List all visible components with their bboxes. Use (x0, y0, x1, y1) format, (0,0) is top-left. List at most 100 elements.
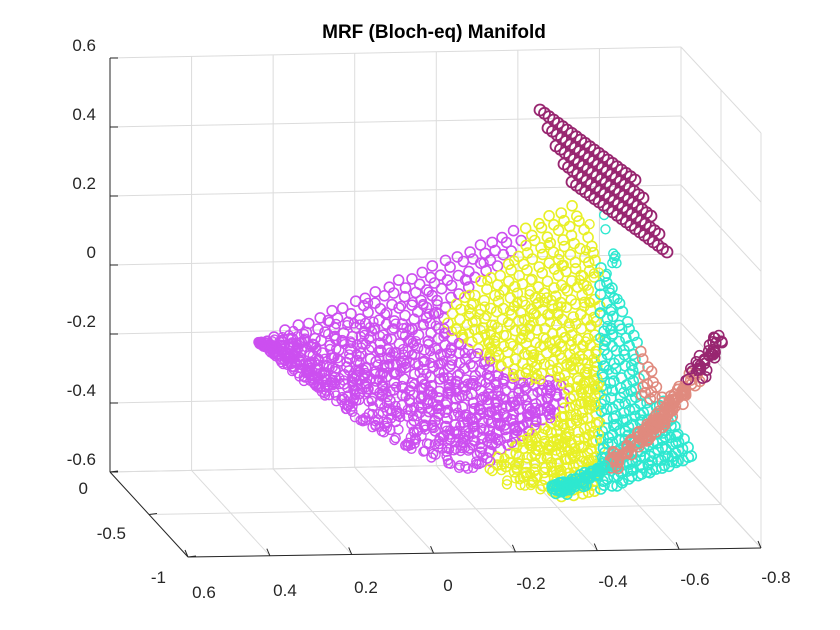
data-point (612, 398, 625, 411)
data-point (520, 367, 532, 379)
data-point (535, 484, 546, 495)
data-point (490, 438, 502, 449)
data-point (441, 450, 452, 462)
data-point (594, 483, 607, 495)
data-point (374, 387, 385, 398)
gridline-floor-y (148, 504, 722, 515)
data-point (478, 294, 491, 307)
x-tick-label: 0 (443, 576, 452, 595)
data-point (468, 462, 479, 473)
data-point (582, 367, 593, 378)
data-point (443, 383, 454, 394)
data-point (531, 369, 543, 380)
data-point (601, 268, 612, 279)
data-point (545, 403, 556, 415)
data-point (531, 416, 542, 428)
data-point (481, 310, 492, 321)
x-tick-mark (675, 542, 680, 550)
data-point (580, 245, 592, 256)
data-point (433, 442, 444, 453)
data-point (508, 421, 520, 432)
data-point (316, 368, 328, 380)
data-point (312, 323, 324, 335)
data-point (565, 361, 576, 372)
data-point (379, 308, 391, 320)
data-point (490, 352, 501, 363)
data-point (582, 363, 593, 375)
data-point (509, 400, 520, 412)
data-point (396, 300, 407, 312)
data-point (593, 416, 604, 428)
data-point (460, 461, 471, 472)
data-point (368, 316, 379, 327)
data-point (423, 339, 434, 350)
data-point (407, 297, 418, 308)
data-point (484, 254, 497, 267)
data-point (366, 326, 378, 337)
data-point (411, 305, 424, 318)
data-point (594, 308, 606, 319)
data-point (404, 397, 416, 408)
data-point (507, 224, 520, 237)
data-point (417, 298, 429, 310)
data-point (316, 386, 327, 397)
data-point (528, 234, 541, 247)
data-point (575, 474, 588, 487)
data-point (343, 400, 354, 411)
data-point (445, 279, 458, 292)
data-point (478, 450, 489, 461)
data-point (400, 358, 411, 370)
data-point (605, 287, 616, 298)
data-point (585, 400, 597, 411)
data-point (502, 316, 514, 328)
data-point (552, 365, 563, 377)
z-tick-label: 0.2 (72, 174, 96, 193)
data-point (542, 425, 553, 436)
data-point (588, 268, 600, 279)
x-tick-label: -0.2 (516, 574, 545, 593)
data-point (407, 337, 419, 349)
data-point (562, 384, 573, 395)
data-point (443, 444, 455, 455)
data-point (502, 475, 513, 486)
data-point (465, 378, 476, 390)
data-point (453, 433, 464, 444)
data-point (590, 401, 601, 412)
data-point (492, 390, 503, 401)
data-point (708, 351, 721, 364)
data-point (607, 310, 619, 323)
data-point (439, 373, 450, 384)
data-point (516, 295, 529, 308)
data-point (426, 452, 437, 463)
data-point (496, 360, 507, 372)
data-point (515, 334, 526, 345)
data-point (463, 431, 474, 442)
data-point (504, 305, 516, 316)
data-point (462, 281, 475, 293)
data-point (354, 374, 366, 386)
data-point (569, 262, 582, 275)
data-point (505, 264, 517, 276)
data-point (505, 401, 516, 413)
data-point (558, 259, 569, 271)
data-point (431, 294, 443, 307)
data-point (434, 358, 446, 370)
data-point (616, 305, 629, 318)
data-point (547, 328, 558, 339)
data-point (481, 369, 493, 380)
data-point (579, 432, 590, 443)
data-point (525, 274, 536, 286)
data-point (459, 347, 470, 359)
data-point (373, 408, 385, 420)
data-point (360, 367, 371, 379)
data-point (650, 381, 663, 393)
data-point (525, 468, 536, 480)
data-point (342, 320, 353, 331)
data-point (449, 401, 462, 414)
data-point (468, 375, 479, 386)
data-point (579, 398, 590, 409)
data-point (331, 396, 342, 407)
data-point (287, 337, 298, 348)
data-point (498, 375, 510, 387)
data-point (507, 368, 519, 379)
